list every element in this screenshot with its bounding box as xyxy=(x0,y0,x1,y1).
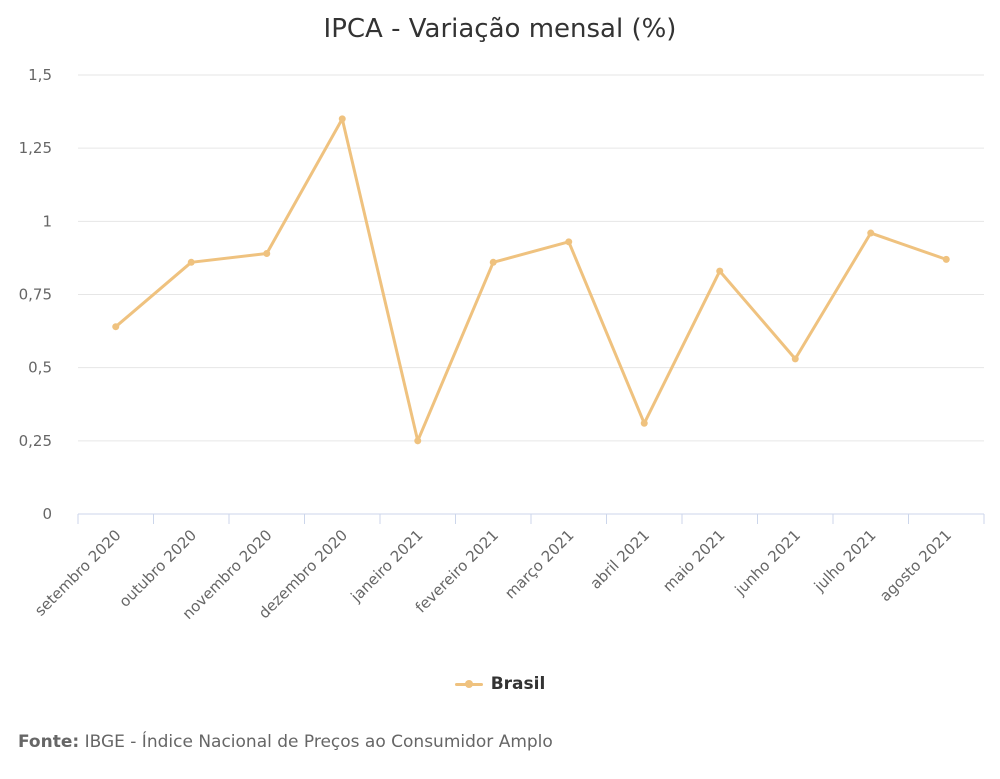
source-note: Fonte: IBGE - Índice Nacional de Preços … xyxy=(18,732,553,752)
legend-symbol xyxy=(454,678,483,690)
x-tick-label: outubro 2020 xyxy=(116,526,201,611)
data-point[interactable] xyxy=(414,437,422,445)
data-point[interactable] xyxy=(791,355,799,363)
y-tick-label: 1,5 xyxy=(28,66,52,84)
chart-title: IPCA - Variação mensal (%) xyxy=(323,14,677,44)
y-tick-label: 1 xyxy=(42,212,52,230)
data-point[interactable] xyxy=(187,258,195,266)
data-point[interactable] xyxy=(489,258,497,266)
series-line xyxy=(114,117,948,443)
grid-lines xyxy=(78,74,984,442)
x-tick-label: agosto 2021 xyxy=(876,526,955,605)
y-axis: 0 0,25 0,5 0,75 1 1,25 1,5 xyxy=(19,66,52,523)
source-text: IBGE - Índice Nacional de Preços ao Cons… xyxy=(79,732,553,752)
legend-item-brasil[interactable]: Brasil xyxy=(454,674,546,694)
line-chart: 0 0,25 0,5 0,75 1 1,25 1,5 setembro 2020outubr… xyxy=(19,66,985,623)
x-tick-label: abril 2021 xyxy=(586,526,653,593)
legend: Brasil xyxy=(0,674,1000,694)
series-brasil xyxy=(112,115,950,445)
data-point[interactable] xyxy=(867,229,875,237)
x-tick-label: julho 2021 xyxy=(810,526,880,596)
legend-dot xyxy=(464,680,473,688)
x-tick-label: março 2021 xyxy=(501,526,577,602)
y-tick-label: 0,5 xyxy=(28,359,52,377)
source-label: Fonte: xyxy=(18,732,80,752)
data-point[interactable] xyxy=(942,255,950,263)
data-point[interactable] xyxy=(716,267,724,275)
x-tick-label: setembro 2020 xyxy=(31,526,125,620)
x-tick-label: maio 2021 xyxy=(659,526,728,595)
data-point[interactable] xyxy=(112,323,120,331)
data-point[interactable] xyxy=(338,115,346,123)
y-tick-label: 0 xyxy=(42,505,52,523)
x-tick-label: junho 2021 xyxy=(731,526,804,599)
y-tick-label: 0,25 xyxy=(19,432,52,450)
data-point[interactable] xyxy=(263,250,271,258)
y-tick-label: 1,25 xyxy=(19,139,52,157)
data-point[interactable] xyxy=(640,419,648,427)
legend-label: Brasil xyxy=(490,674,546,694)
y-tick-label: 0,75 xyxy=(19,286,52,304)
data-point[interactable] xyxy=(565,238,573,246)
x-tick-label: janeiro 2021 xyxy=(347,526,427,606)
